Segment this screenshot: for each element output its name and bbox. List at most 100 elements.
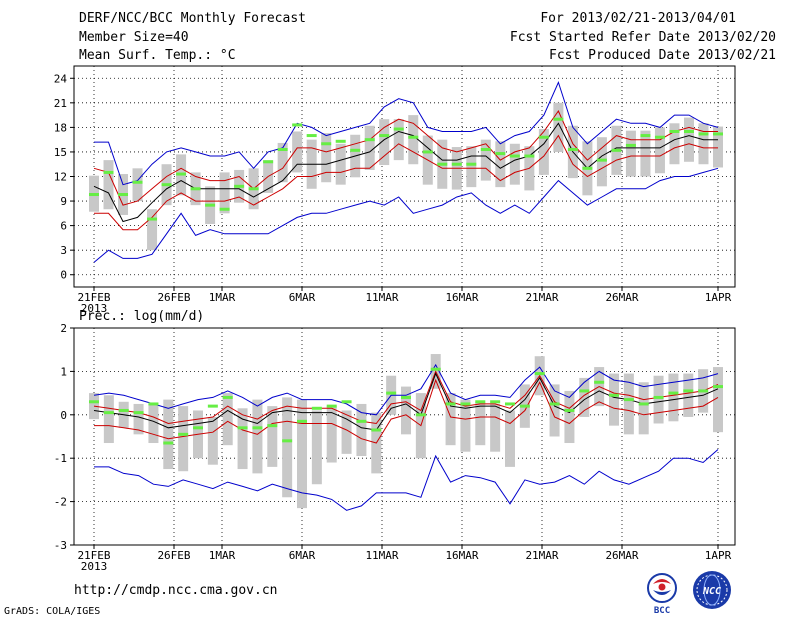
prec-spread-box: [475, 401, 486, 446]
temp-obs-marker: [654, 135, 665, 139]
temp-xtick-label: 26MAR: [605, 291, 638, 304]
prec-obs-marker: [148, 402, 159, 406]
prec-obs-marker: [193, 426, 203, 430]
temp-obs-marker: [248, 187, 259, 191]
temp-obs-marker: [451, 162, 462, 166]
temp-obs-marker: [190, 187, 201, 191]
temp-obs-marker: [698, 132, 709, 136]
prec-obs-marker: [267, 424, 278, 428]
temp-spread-box: [379, 119, 390, 166]
temp-spread-box: [277, 142, 288, 183]
temp-obs-marker: [422, 150, 433, 154]
temp-obs-marker: [553, 117, 564, 121]
member-size: Member Size=40: [79, 30, 189, 45]
prec-spread-box: [207, 416, 218, 465]
prec-spread-box: [445, 393, 456, 446]
temp-obs-marker: [509, 154, 520, 158]
temp-spread-box: [713, 126, 723, 168]
prec-obs-marker: [460, 402, 471, 406]
prec-obs-marker: [430, 367, 441, 371]
prec-spread-box: [341, 410, 352, 454]
temp-ytick-label: 18: [54, 121, 67, 134]
temp-obs-marker: [480, 147, 491, 151]
temp-obs-marker: [335, 139, 346, 143]
temp-xtick-label: 1APR: [705, 291, 732, 304]
prec-spread-box: [683, 373, 694, 417]
prec-obs-marker: [371, 428, 382, 432]
prec-spread-box: [638, 382, 649, 435]
prec-xtick-year: 2013: [81, 560, 108, 573]
prec-line-mean: [93, 372, 719, 431]
prec-spread-box: [148, 403, 159, 444]
prec-xtick-label: 26FEB: [157, 549, 190, 562]
prec-spread-box: [668, 373, 679, 422]
temp-xtick-label: 1MAR: [209, 291, 236, 304]
temp-line-lower: [94, 134, 718, 231]
logos: BCC NCC: [647, 571, 731, 616]
prec-xtick-label: 21MAR: [525, 549, 558, 562]
prec-spread-box: [297, 399, 307, 509]
temp-obs-marker: [437, 162, 448, 166]
prec-obs-marker: [297, 419, 307, 423]
temp-ytick-label: 6: [60, 220, 67, 233]
prec-obs-marker: [505, 402, 515, 406]
prec-obs-marker: [118, 408, 129, 412]
prec-obs-marker: [713, 385, 723, 389]
prec-obs-marker: [668, 391, 679, 395]
prec-xtick-label: 1MAR: [209, 549, 236, 562]
prec-frame: [73, 327, 736, 546]
temp-spread-box: [538, 129, 549, 175]
temp-line-upper: [93, 109, 718, 206]
temp-spread-box: [408, 115, 419, 165]
bcc-logo-text: BCC: [654, 606, 670, 616]
prec-obs-marker: [103, 411, 114, 415]
temp-obs-marker: [364, 138, 375, 142]
prec-obs-marker: [222, 395, 233, 399]
temp-obs-marker: [132, 180, 143, 184]
prec-spread-box: [311, 410, 322, 485]
temp-xtick-year: 2013: [81, 302, 108, 315]
prec-obs-marker: [326, 404, 337, 408]
refer-date: Fcst Started Refer Date 2013/02/20: [509, 30, 776, 45]
produced-date: Fcst Produced Date 2013/02/21: [549, 48, 776, 63]
prec-spread-box: [505, 410, 515, 467]
prec-obs-marker: [178, 432, 189, 436]
prec-obs-marker: [490, 400, 501, 404]
prec-xtick-label: 6MAR: [289, 549, 316, 562]
forecast-period: For 2013/02/21-2013/04/01: [540, 11, 736, 26]
prec-xtick-label: 26MAR: [605, 549, 638, 562]
temp-spread-box: [132, 168, 143, 202]
prec-obs-marker: [207, 404, 218, 408]
prec-spread-box: [282, 397, 293, 498]
prec-obs-marker: [237, 426, 248, 430]
temp-obs-marker: [161, 183, 172, 187]
temp-ytick-label: 0: [60, 269, 67, 282]
prec-spread-box: [653, 375, 664, 424]
temp-xtick-label: 16MAR: [445, 291, 478, 304]
temp-xtick-label: 21FEB: [77, 291, 110, 304]
temp-spread-box: [292, 131, 303, 173]
prec-spread-box: [326, 406, 337, 463]
temp-spread-box: [480, 139, 491, 181]
temp-obs-marker: [567, 147, 578, 151]
temp-obs-marker: [306, 134, 317, 138]
temp-obs-marker: [669, 129, 680, 133]
prec-obs-marker: [415, 413, 426, 417]
temp-spread-box: [103, 160, 114, 210]
prec-spread-box: [713, 367, 723, 433]
prec-ytick-label: 2: [60, 322, 67, 335]
variable-label: Mean Surf. Temp.: °C: [79, 48, 236, 63]
source-url[interactable]: http://cmdp.ncc.cma.gov.cn: [74, 583, 278, 598]
temp-ytick-label: 9: [60, 195, 67, 208]
prec-xtick-label: 16MAR: [445, 549, 478, 562]
temp-spread-box: [335, 143, 346, 185]
temp-obs-marker: [393, 127, 404, 131]
prec-label: Prec.: log(mm/d): [79, 309, 205, 324]
temp-spread-box: [654, 127, 665, 174]
temp-spread-box: [364, 125, 375, 170]
prec-spread-box: [401, 386, 411, 435]
prec-obs-marker: [549, 402, 560, 406]
prec-line-upper: [93, 370, 719, 425]
temp-ytick-label: 15: [54, 146, 67, 159]
